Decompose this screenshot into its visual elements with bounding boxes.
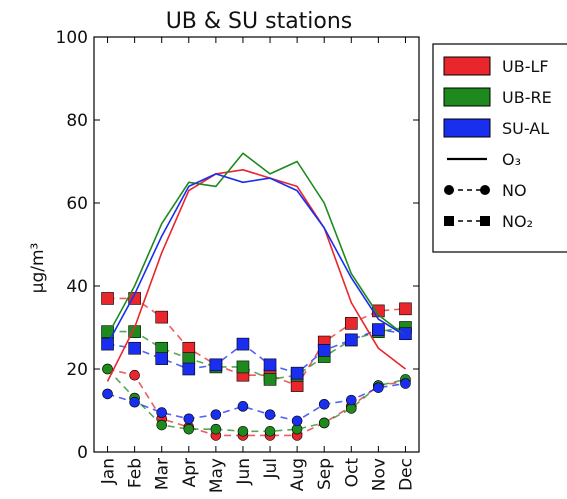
x-tick-label: Mar [153,458,173,490]
y-tick-label: 100 [56,28,88,48]
data-point [400,378,411,389]
data-point [210,423,222,435]
legend-marker [444,216,454,226]
data-point [236,360,250,374]
data-point [344,333,358,347]
plot-frame [93,36,420,453]
legend-label: UB-RE [502,88,552,107]
data-point [263,358,277,372]
data-point [128,341,141,355]
data-point [291,415,303,427]
data-point [210,409,222,420]
series-line [106,368,406,433]
legend: UB-LF UB-RE SU-AL O₃ NO NO₂ [432,43,567,253]
data-point [156,407,168,418]
series-su-al-no2 [101,323,412,380]
series-ub-lf-no2 [101,292,412,392]
series-line [106,169,406,382]
series-line [106,173,406,345]
data-point [237,425,249,437]
series-ub-lf-o3 [106,169,406,382]
legend-label: NO [502,181,527,200]
data-point [183,423,195,435]
y-tick-label: 60 [66,194,88,214]
x-tick-label: Aug [288,458,308,491]
data-point [290,366,304,380]
data-point [373,382,384,393]
legend-marker [444,185,454,195]
x-tick-label: Sep [315,458,335,490]
x-tick-label: Jun [234,458,254,486]
data-point [317,344,331,357]
data-point [399,302,412,316]
data-point [372,323,385,336]
data-point [156,419,168,431]
data-point [344,317,358,330]
legend-swatch [443,56,491,76]
series-su-al-no [102,378,411,427]
data-point [182,362,196,376]
x-tick-label: Dec [396,458,416,491]
legend-label: SU-AL [502,119,549,138]
chart-title: UB & SU stations [166,9,353,34]
legend-swatch [443,118,491,138]
x-tick-label: Nov [369,458,389,491]
data-point [129,396,140,408]
data-point [237,401,249,412]
legend-box [432,43,567,253]
data-point [102,363,113,375]
series-layer [101,152,412,441]
x-tick-label: Oct [342,458,362,488]
data-point [236,337,250,351]
x-ticks: Jan Feb Mar Apr May Jun Jul Aug Sep Oct Nov Dec [99,37,416,493]
data-point [264,425,276,437]
data-point [263,373,277,386]
legend-label: UB-LF [502,57,549,76]
x-tick-label: Apr [180,458,200,487]
data-point [318,398,330,410]
data-point [345,394,357,406]
data-point [209,358,223,372]
data-point [399,327,412,341]
series-line [107,368,406,437]
series-su-al-o3 [106,173,406,345]
series-line [107,328,406,374]
legend-marker [480,185,490,195]
series-line [107,326,406,381]
series-line [106,152,406,337]
y-tick-label: 0 [77,443,88,463]
y-tick-label: 40 [66,277,88,297]
x-tick-label: Feb [126,458,146,488]
y-ticks: 0 20 40 60 80 100 [56,28,419,463]
legend-label: NO₂ [502,212,533,231]
data-point [318,417,330,429]
data-point [264,409,276,420]
data-point [129,369,140,381]
data-point [155,310,169,324]
legend-label: O₃ [502,150,521,169]
x-tick-label: May [207,458,227,493]
legend-swatch [443,87,491,107]
series-ub-re-o3 [106,152,406,337]
x-tick-label: Jul [261,458,281,480]
y-tick-label: 20 [66,360,88,380]
series-ub-re-no [102,363,411,437]
series-ub-lf-no [102,363,411,441]
legend-marker [480,216,490,226]
data-point [155,352,169,365]
data-point [101,292,114,305]
data-point [102,388,113,400]
x-tick-label: Jan [99,458,119,485]
y-axis-label: µg/m³ [28,243,48,294]
y-tick-label: 80 [66,111,88,131]
data-point [183,413,195,425]
